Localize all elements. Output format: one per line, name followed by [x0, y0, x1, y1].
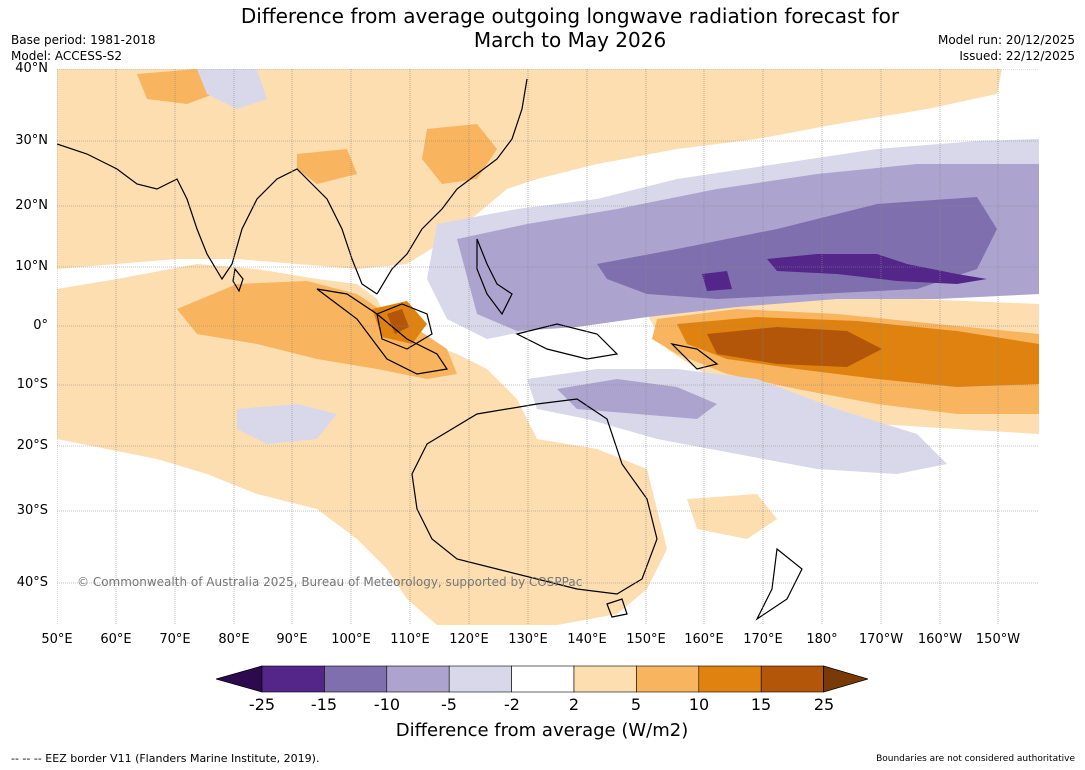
lon-label-80e: 80°E	[218, 632, 250, 647]
colorbar-swatch	[636, 665, 700, 693]
positive-anomaly-light	[57, 69, 1039, 625]
colorbar-swatch	[760, 665, 824, 693]
colorbar-tick: -5	[441, 695, 457, 714]
colorbar-tick: 10	[688, 695, 710, 714]
anomaly-map	[57, 69, 1039, 625]
lat-label-10n: 10°N	[15, 259, 48, 274]
coastlines	[57, 78, 803, 621]
gridlines	[57, 69, 1039, 625]
issued-date: Issued: 22/12/2025	[959, 49, 1075, 63]
model-run: Model run: 20/12/2025	[937, 33, 1075, 47]
colorbar-swatch	[386, 665, 450, 693]
lon-label-170w: 170°W	[858, 632, 904, 647]
model-info: Base period: 1981-2018 Model: ACCESS-S2	[11, 32, 156, 64]
colorbar-swatch	[511, 665, 575, 693]
lon-label-60e: 60°E	[100, 632, 132, 647]
lat-label-40s: 40°S	[16, 575, 48, 590]
colorbar-swatch	[261, 665, 325, 693]
colorbar-tick: -15	[310, 695, 338, 714]
colorbar-min-arrow	[216, 665, 263, 693]
lon-label-170e: 170°E	[743, 632, 783, 647]
colorbar-tick: -25	[248, 695, 276, 714]
lat-label-30n: 30°N	[15, 133, 48, 148]
model-name: Model: ACCESS-S2	[11, 49, 123, 63]
lon-label-130e: 130°E	[508, 632, 548, 647]
colorbar-tick: -2	[504, 695, 520, 714]
lon-label-120e: 120°E	[449, 632, 489, 647]
base-period: Base period: 1981-2018	[11, 33, 156, 47]
copyright-notice: © Commonwealth of Australia 2025, Bureau…	[77, 575, 583, 589]
colorbar-tick: 25	[813, 695, 835, 714]
colorbar-swatch	[698, 665, 762, 693]
colorbar	[216, 665, 868, 693]
colorbar-swatch	[573, 665, 637, 693]
lon-label-160e: 160°E	[684, 632, 724, 647]
lon-label-180: 180°	[806, 632, 838, 647]
colorbar-tick: -10	[373, 695, 401, 714]
lat-label-20n: 20°N	[15, 198, 48, 213]
eez-legend: -- -- -- EEZ border V11 (Flanders Marine…	[11, 752, 320, 765]
lat-label-20s: 20°S	[16, 438, 48, 453]
lat-label-40n: 40°N	[15, 61, 48, 76]
lon-label-70e: 70°E	[159, 632, 191, 647]
title-line-1: Difference from average outgoing longwav…	[240, 4, 900, 28]
colorbar-swatch	[448, 665, 512, 693]
positive-anomaly-very-strong	[387, 309, 882, 367]
title-line-2: March to May 2026	[473, 28, 667, 52]
lon-label-110e: 110°E	[390, 632, 430, 647]
run-info: Model run: 20/12/2025 Issued: 22/12/2025	[938, 32, 1075, 64]
lat-label-30s: 30°S	[16, 503, 48, 518]
boundary-disclaimer: Boundaries are not considered authoritat…	[876, 754, 1075, 764]
lat-label-0: 0°	[33, 318, 48, 333]
lon-label-140e: 140°E	[567, 632, 607, 647]
lon-label-100e: 100°E	[331, 632, 371, 647]
lon-label-150w: 150°W	[975, 632, 1021, 647]
colorbar-swatch	[324, 665, 388, 693]
lon-label-160w: 160°W	[917, 632, 963, 647]
colorbar-label: Difference from average (W/m2)	[395, 720, 689, 741]
colorbar-tick: 5	[630, 695, 642, 714]
lon-label-90e: 90°E	[276, 632, 308, 647]
lon-label-50e: 50°E	[41, 632, 73, 647]
lon-label-150e: 150°E	[626, 632, 666, 647]
colorbar-tick: 15	[750, 695, 772, 714]
colorbar-max-arrow	[823, 665, 868, 693]
lat-label-10s: 10°S	[16, 377, 48, 392]
colorbar-tick: 2	[568, 695, 580, 714]
chart-title: Difference from average outgoing longwav…	[0, 4, 1085, 52]
